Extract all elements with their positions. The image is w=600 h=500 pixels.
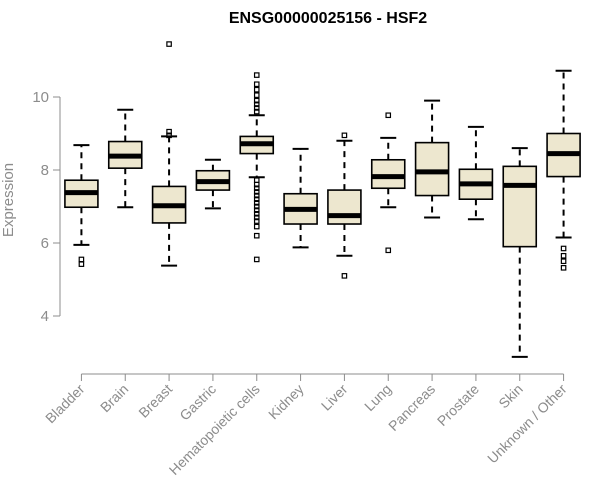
x-tick-label: Brain: [97, 381, 131, 415]
x-tick-label: Liver: [318, 381, 351, 414]
x-tick-label: Gastric: [176, 381, 219, 424]
outlier-point: [341, 132, 348, 139]
outlier-point: [253, 177, 260, 184]
outlier-point: [253, 192, 260, 199]
outlier-point: [253, 105, 260, 111]
outlier-point: [253, 72, 260, 78]
outlier-point: [253, 223, 260, 230]
box-4: [195, 158, 231, 210]
outlier-point: [253, 181, 260, 188]
y-axis: 4 6 8 10: [32, 89, 61, 325]
outlier-point: [253, 101, 260, 108]
outlier-point: [253, 185, 260, 192]
x-tick-label: Prostate: [434, 381, 482, 429]
plot-area: [64, 41, 581, 358]
x-tick-label: Unknown / Other: [484, 381, 570, 467]
box-iqr: [370, 158, 406, 190]
y-tick-label: 10: [32, 89, 49, 106]
box-5: [239, 72, 275, 263]
outlier-point: [253, 256, 260, 263]
x-tick-label: Skin: [495, 381, 526, 412]
outlier-point: [253, 232, 260, 239]
outlier-point: [253, 86, 260, 93]
y-tick-label: 8: [41, 162, 49, 179]
box-11: [502, 147, 538, 358]
box-9: [414, 99, 450, 219]
x-tick-label: Breast: [135, 381, 175, 421]
outlier-point: [78, 256, 85, 263]
outlier-point: [253, 211, 260, 217]
box-iqr: [502, 165, 538, 248]
outlier-point: [166, 41, 172, 47]
outlier-point: [560, 258, 567, 265]
outlier-point: [560, 252, 567, 259]
outlier-point: [166, 132, 172, 139]
outlier-point: [253, 203, 260, 210]
outlier-point: [253, 200, 260, 206]
outlier-point: [253, 214, 260, 221]
outlier-point: [253, 196, 260, 203]
box-7: [327, 132, 362, 279]
outlier-point: [253, 108, 260, 115]
box-10: [458, 125, 494, 221]
box-iqr: [414, 141, 450, 197]
outlier-point: [253, 81, 260, 88]
outlier-point: [341, 273, 348, 279]
y-tick-label: 4: [41, 308, 49, 325]
outlier-point: [253, 97, 260, 104]
box-8: [370, 112, 406, 254]
x-tick-label: Kidney: [265, 381, 307, 423]
box-3: [151, 41, 187, 267]
outlier-point: [78, 261, 85, 267]
outlier-point: [253, 92, 260, 98]
x-tick-label: Lung: [361, 381, 394, 414]
box-iqr: [327, 189, 362, 225]
y-axis-label: Expression: [0, 163, 17, 237]
outlier-point: [253, 218, 260, 224]
x-tick-label: Bladder: [42, 381, 88, 427]
box-6: [283, 147, 318, 249]
outlier-point: [560, 245, 567, 252]
y-tick-label: 6: [41, 235, 49, 252]
outlier-point: [166, 128, 172, 135]
outlier-point: [385, 247, 392, 254]
box-2: [107, 108, 143, 209]
outlier-point: [385, 112, 392, 119]
outlier-point: [253, 189, 260, 195]
outlier-point: [253, 207, 260, 213]
box-1: [64, 144, 99, 267]
chart-title: ENSG00000025156 - HSF2: [229, 10, 427, 27]
x-tick-label: Pancreas: [385, 381, 438, 434]
outlier-point: [560, 265, 567, 271]
box-12: [546, 69, 581, 271]
